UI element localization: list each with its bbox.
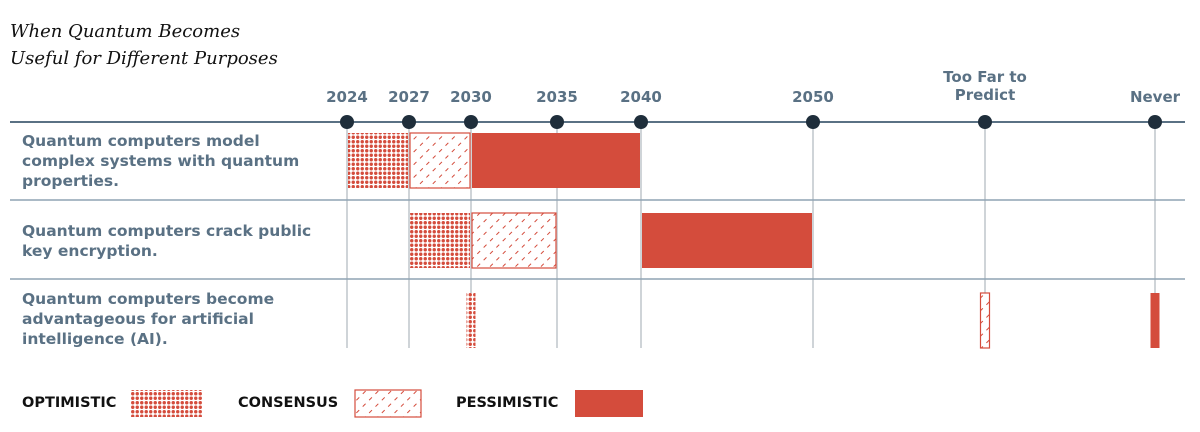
x-tick-label: 2035	[536, 88, 578, 106]
bar	[409, 132, 471, 189]
bar	[410, 213, 470, 268]
axis-dot	[550, 115, 564, 129]
axis-dot	[340, 115, 354, 129]
row-label: Quantum computers crack public key encry…	[22, 222, 312, 260]
axis-dot	[634, 115, 648, 129]
x-tick-label: 2050	[792, 88, 834, 106]
legend-swatch	[130, 390, 202, 417]
bar	[1150, 293, 1160, 348]
bar	[642, 213, 812, 268]
legend-label: CONSENSUS	[238, 395, 339, 411]
axis-dot	[1148, 115, 1162, 129]
axis-dot	[978, 115, 992, 129]
x-tick-label: 2024	[326, 88, 368, 106]
axis-dot	[806, 115, 820, 129]
bar	[471, 212, 557, 269]
legend-swatch	[354, 389, 422, 418]
row-label: Quantum computers become advantageous fo…	[22, 290, 275, 348]
bar	[979, 292, 991, 349]
x-tick-label: 2040	[620, 88, 662, 106]
x-tick-label: Never	[1129, 88, 1181, 106]
legend-label: PESSIMISTIC	[456, 395, 559, 411]
x-tick-label: 2027	[388, 88, 430, 106]
axis-dot	[402, 115, 416, 129]
chart-title: When Quantum Becomes Useful for Differen…	[10, 21, 278, 69]
bar	[472, 133, 640, 188]
bar	[466, 293, 476, 348]
bar	[348, 133, 408, 188]
x-tick-label: 2030	[450, 88, 492, 106]
x-tick-label: Too Far to Predict	[943, 68, 1027, 104]
legend-label: OPTIMISTIC	[22, 395, 117, 411]
legend-swatch	[575, 390, 643, 417]
axis-dot	[464, 115, 478, 129]
row-label: Quantum computers model complex systems …	[22, 132, 300, 190]
